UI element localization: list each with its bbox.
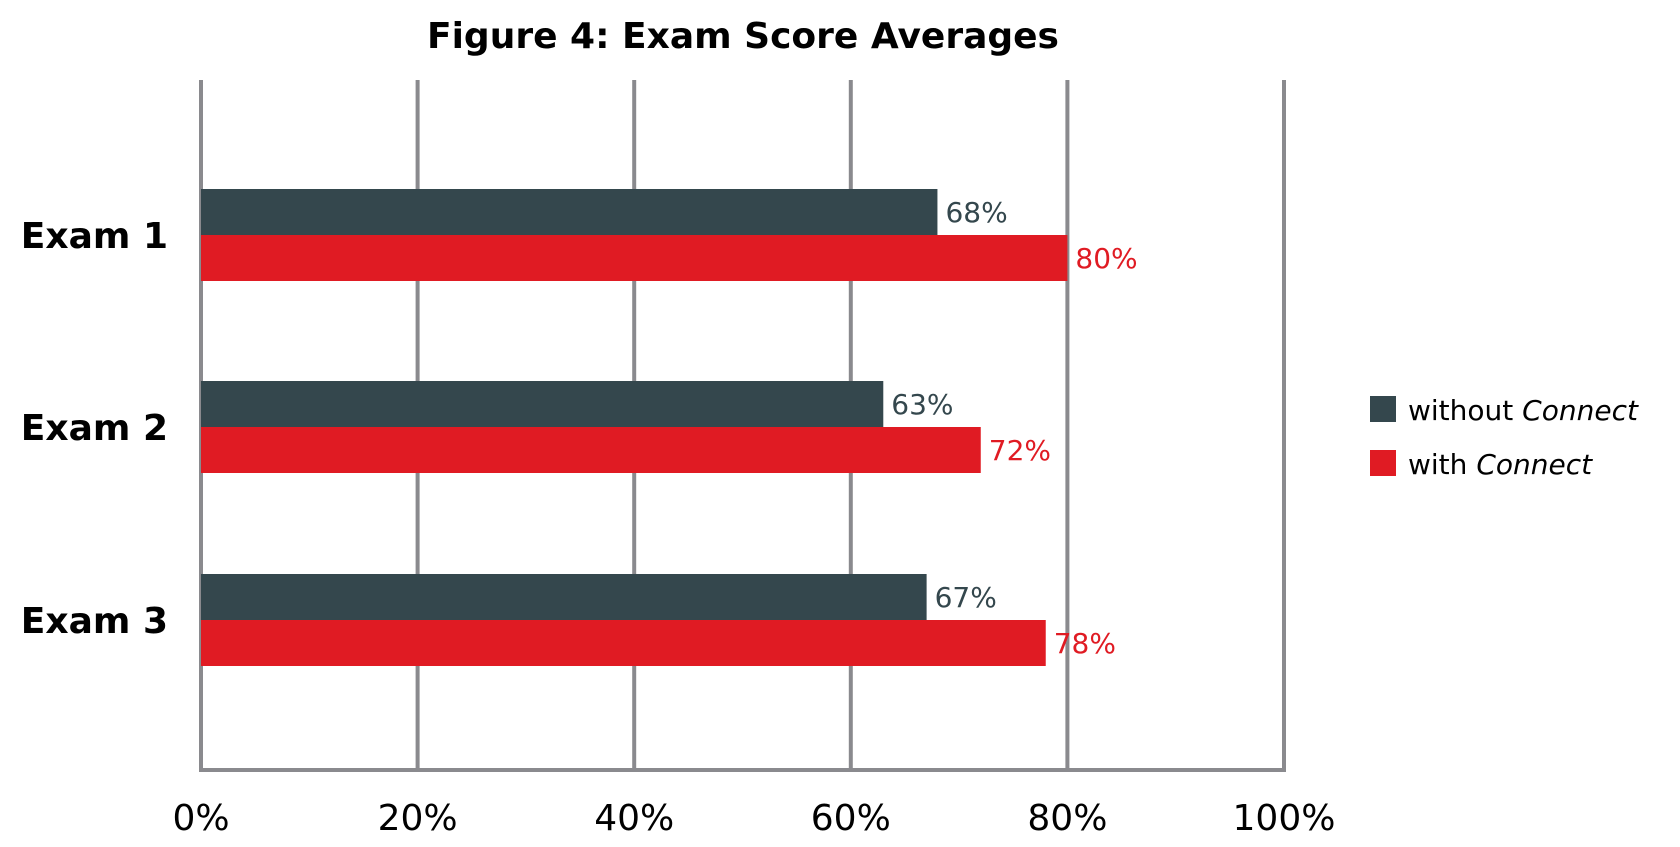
category-label: Exam 3 [21, 601, 168, 642]
data-label: 80% [1075, 242, 1137, 275]
x-tick-labels: 0% 20% 40% 60% 80% 100% [172, 798, 1335, 839]
data-label: 72% [989, 434, 1051, 467]
x-tick-label: 100% [1233, 798, 1336, 839]
legend-entry-emphasis: Connect [1522, 394, 1639, 427]
data-label: 78% [1054, 627, 1116, 660]
data-label: 67% [935, 581, 997, 614]
x-tick-label: 40% [594, 798, 674, 839]
legend-entry: without Connect [1408, 394, 1639, 427]
bar-with-connect [201, 427, 981, 473]
bar-without-connect [201, 189, 938, 235]
x-tick-label: 0% [172, 798, 229, 839]
category-label: Exam 1 [21, 216, 168, 257]
legend-entry: with Connect [1408, 448, 1593, 481]
legend-entry-prefix: with [1408, 448, 1476, 481]
legend-swatch [1370, 450, 1396, 476]
data-labels: 68% 80% 63% 72% 67% 78% [891, 196, 1137, 660]
legend-entry-prefix: without [1408, 394, 1522, 427]
x-tick-label: 60% [811, 798, 891, 839]
bar-with-connect [201, 235, 1068, 281]
bar-with-connect [201, 620, 1046, 666]
category-label: Exam 2 [21, 408, 168, 449]
legend-entry-emphasis: Connect [1476, 448, 1593, 481]
data-label: 63% [891, 388, 953, 421]
legend-swatch [1370, 396, 1396, 422]
chart-title: Figure 4: Exam Score Averages [427, 16, 1059, 57]
x-tick-label: 20% [378, 798, 458, 839]
data-label: 68% [945, 196, 1007, 229]
x-tick-label: 80% [1027, 798, 1107, 839]
bar-without-connect [201, 574, 927, 620]
bars [201, 189, 1068, 666]
category-labels: Exam 1 Exam 2 Exam 3 [21, 216, 168, 642]
bar-without-connect [201, 381, 884, 427]
